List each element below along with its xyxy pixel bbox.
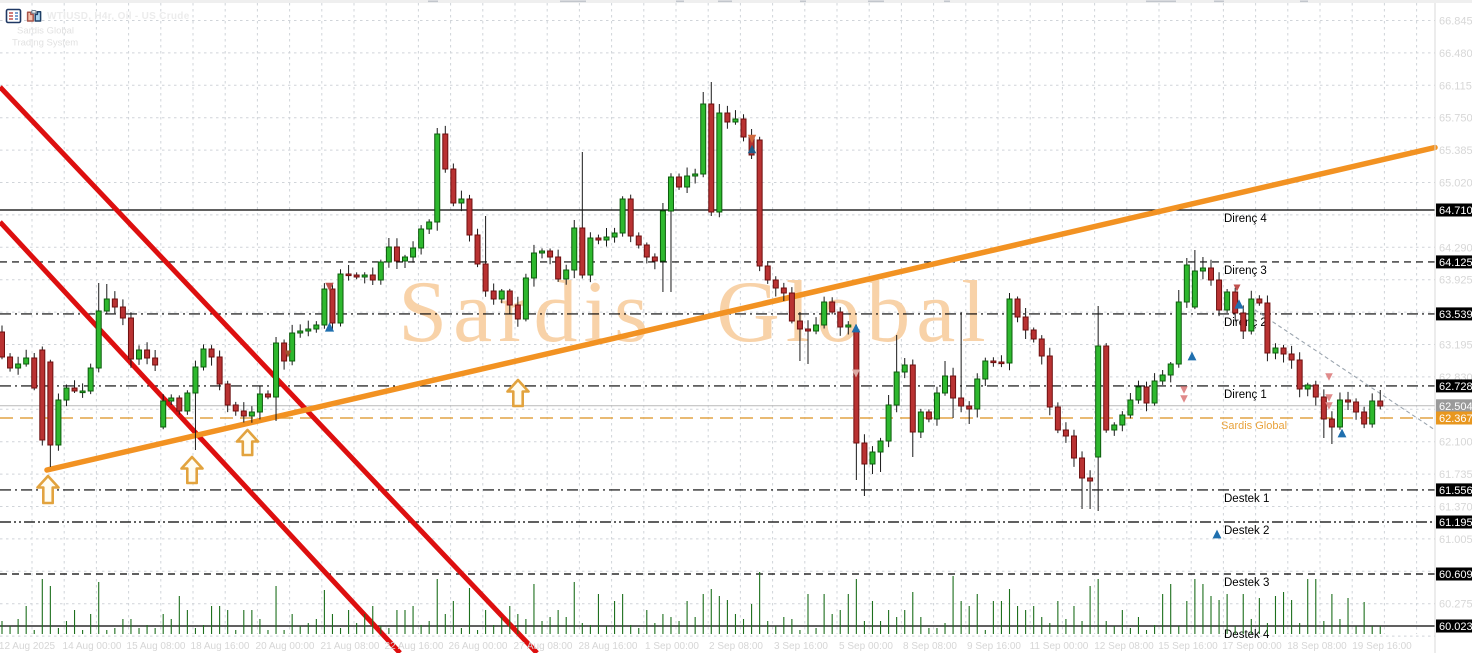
svg-text:61.195: 61.195 bbox=[1439, 517, 1472, 529]
svg-text:61.735: 61.735 bbox=[1439, 469, 1472, 481]
svg-text:14 Aug 00:00: 14 Aug 00:00 bbox=[63, 641, 122, 652]
svg-text:60.023: 60.023 bbox=[1439, 621, 1472, 633]
svg-text:27 Aug 08:00: 27 Aug 08:00 bbox=[514, 641, 573, 652]
svg-text:66.845: 66.845 bbox=[1439, 16, 1472, 28]
svg-text:61.370: 61.370 bbox=[1439, 502, 1472, 514]
svg-text:12 Aug 2025: 12 Aug 2025 bbox=[0, 641, 56, 652]
svg-text:64.290: 64.290 bbox=[1439, 242, 1472, 254]
svg-text:66.480: 66.480 bbox=[1439, 48, 1472, 60]
svg-text:5 Sep 00:00: 5 Sep 00:00 bbox=[839, 641, 893, 652]
svg-text:2 Sep 08:00: 2 Sep 08:00 bbox=[709, 641, 763, 652]
svg-text:Destek 2: Destek 2 bbox=[1224, 525, 1269, 537]
svg-text:1 Sep 00:00: 1 Sep 00:00 bbox=[645, 641, 699, 652]
svg-text:Direnç 3: Direnç 3 bbox=[1224, 265, 1267, 277]
svg-text:21 Aug 08:00: 21 Aug 08:00 bbox=[321, 641, 380, 652]
svg-text:Trading System: Trading System bbox=[12, 38, 78, 49]
svg-text:WTIUSD, H4r, Oil - US Crude: WTIUSD, H4r, Oil - US Crude bbox=[47, 11, 190, 22]
svg-text:8 Sep 08:00: 8 Sep 08:00 bbox=[903, 641, 957, 652]
svg-text:63.539: 63.539 bbox=[1439, 309, 1472, 321]
svg-text:Destek 1: Destek 1 bbox=[1224, 493, 1269, 505]
svg-text:18 Aug 16:00: 18 Aug 16:00 bbox=[191, 641, 250, 652]
svg-text:15 Aug 08:00: 15 Aug 08:00 bbox=[127, 641, 186, 652]
svg-text:Direnç 1: Direnç 1 bbox=[1224, 389, 1267, 401]
svg-text:26 Aug 00:00: 26 Aug 00:00 bbox=[449, 641, 508, 652]
svg-text:66.115: 66.115 bbox=[1439, 80, 1472, 92]
svg-text:60.609: 60.609 bbox=[1439, 569, 1472, 581]
svg-text:12 Sep 08:00: 12 Sep 08:00 bbox=[1094, 641, 1154, 652]
svg-text:9 Sep 16:00: 9 Sep 16:00 bbox=[967, 641, 1021, 652]
svg-text:63.925: 63.925 bbox=[1439, 275, 1472, 287]
svg-text:19 Sep 16:00: 19 Sep 16:00 bbox=[1352, 641, 1412, 652]
svg-text:65.750: 65.750 bbox=[1439, 113, 1472, 125]
svg-text:62.100: 62.100 bbox=[1439, 437, 1472, 449]
svg-text:Sardis Global: Sardis Global bbox=[1221, 420, 1287, 432]
svg-text:65.020: 65.020 bbox=[1439, 178, 1472, 190]
svg-text:64.125: 64.125 bbox=[1439, 257, 1472, 269]
svg-text:15 Sep 16:00: 15 Sep 16:00 bbox=[1158, 641, 1218, 652]
svg-text:60.275: 60.275 bbox=[1439, 599, 1472, 611]
svg-text:20 Aug 00:00: 20 Aug 00:00 bbox=[256, 641, 315, 652]
svg-text:63.195: 63.195 bbox=[1439, 340, 1472, 352]
svg-text:62.728: 62.728 bbox=[1439, 381, 1472, 393]
svg-text:Destek 3: Destek 3 bbox=[1224, 577, 1269, 589]
svg-text:Direnç 4: Direnç 4 bbox=[1224, 213, 1267, 225]
svg-text:18 Sep 08:00: 18 Sep 08:00 bbox=[1287, 641, 1347, 652]
svg-text:17 Sep 00:00: 17 Sep 00:00 bbox=[1222, 641, 1282, 652]
svg-text:Sardis Global: Sardis Global bbox=[398, 264, 992, 361]
svg-text:61.005: 61.005 bbox=[1439, 534, 1472, 546]
svg-text:65.385: 65.385 bbox=[1439, 145, 1472, 157]
svg-text:3 Sep 16:00: 3 Sep 16:00 bbox=[774, 641, 828, 652]
svg-text:61.556: 61.556 bbox=[1439, 485, 1472, 497]
svg-text:Destek 4: Destek 4 bbox=[1224, 629, 1270, 641]
svg-text:11 Sep 00:00: 11 Sep 00:00 bbox=[1030, 641, 1089, 652]
svg-text:64.710: 64.710 bbox=[1439, 205, 1472, 217]
svg-text:62.504: 62.504 bbox=[1439, 401, 1472, 413]
svg-text:Sardis Global: Sardis Global bbox=[17, 26, 74, 37]
svg-text:22 Aug 16:00: 22 Aug 16:00 bbox=[385, 641, 444, 652]
svg-text:62.367: 62.367 bbox=[1439, 413, 1472, 425]
svg-text:28 Aug 16:00: 28 Aug 16:00 bbox=[579, 641, 638, 652]
